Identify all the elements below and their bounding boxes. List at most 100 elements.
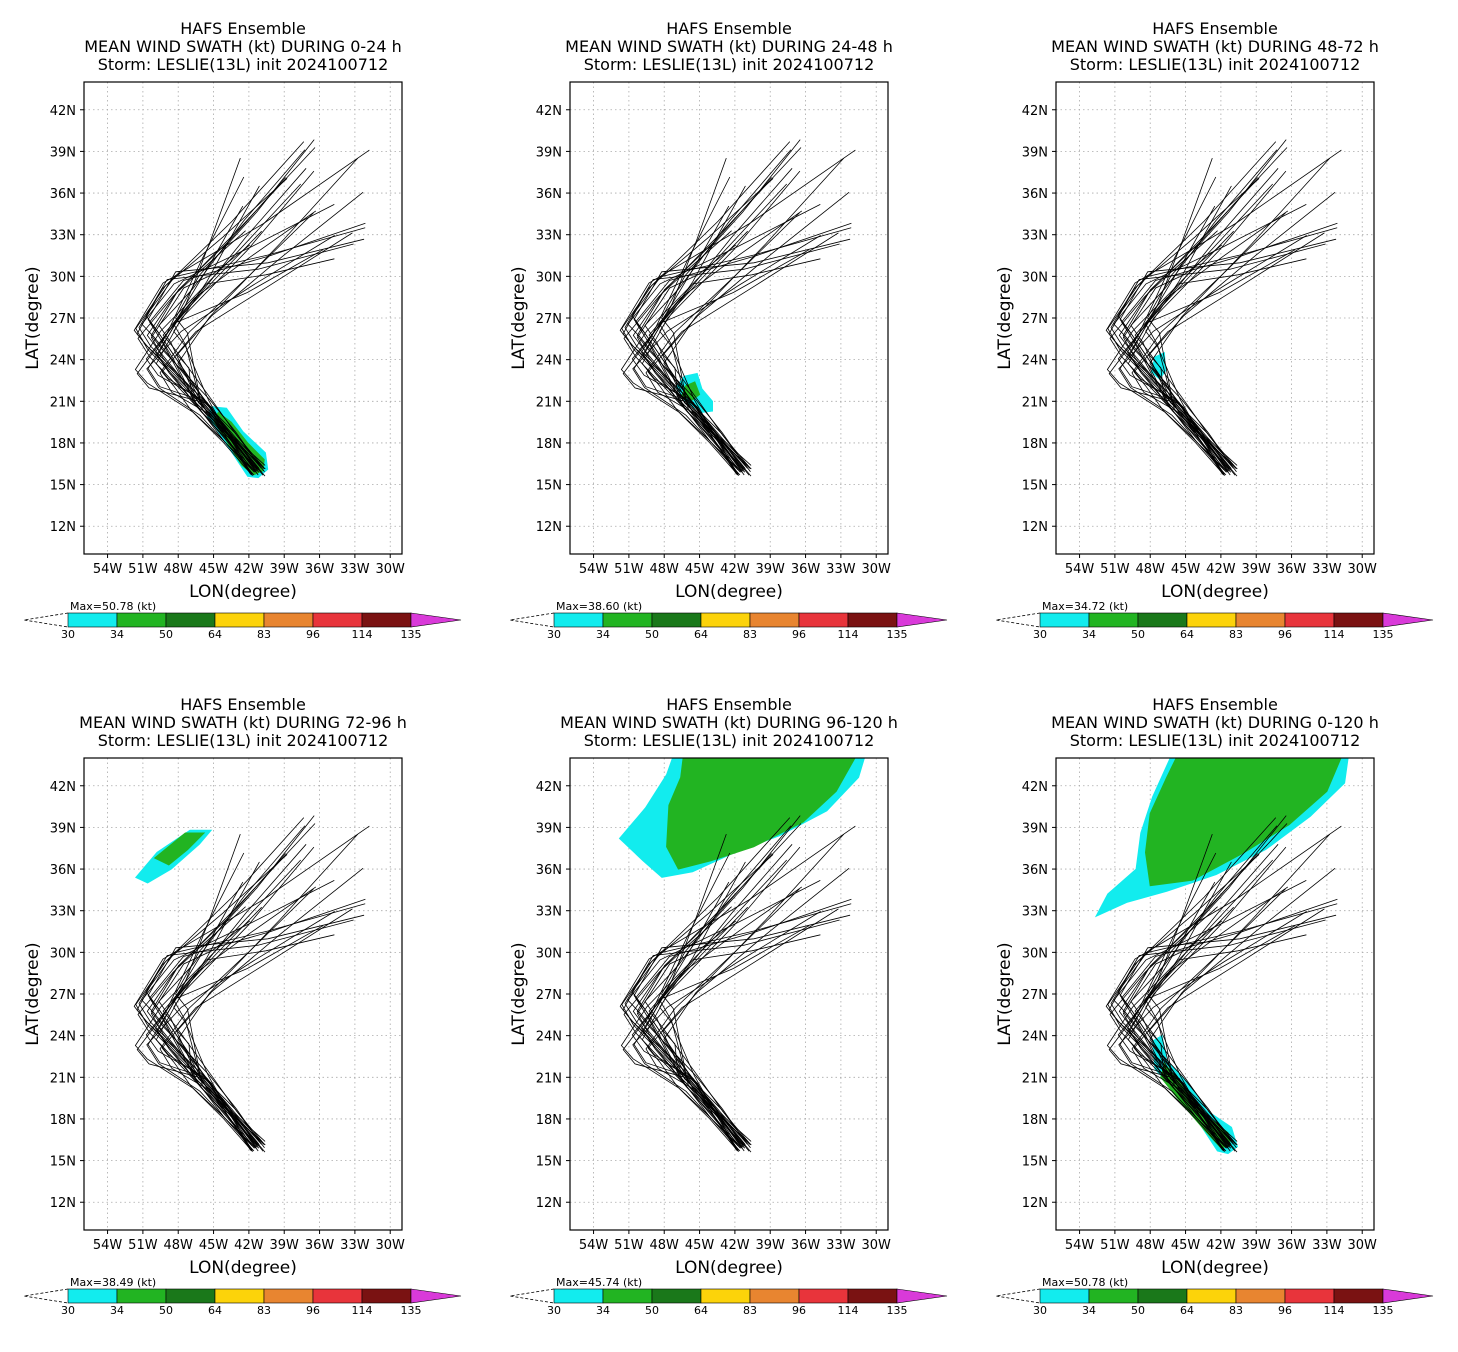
colorbar-segment [749,612,800,628]
y-tick-label: 30N [536,270,562,285]
y-tick-label: 33N [1022,905,1048,920]
colorbar-level-label: 96 [306,628,320,641]
colorbar-level-label: 114 [1324,1304,1345,1317]
plot-area [1056,758,1374,1230]
panel-title: HAFS Ensemble [1152,695,1278,714]
x-tick-label: 36W [1277,1238,1307,1253]
panel-storm-label: Storm: LESLIE(13L) init 2024100712 [1070,731,1361,750]
colorbar-level-label: 114 [1324,628,1345,641]
colorbar-segment [312,612,363,628]
ensemble-track [620,859,787,1152]
ensemble-track [161,232,353,473]
ensemble-track [661,139,801,466]
ensemble-track [149,898,366,1152]
x-tick-label: 48W [1136,1238,1166,1253]
ensemble-track [136,176,251,475]
ensemble-track [1105,149,1342,475]
y-tick-label: 42N [536,780,562,795]
ensemble-track [619,825,856,1151]
ensemble-track [641,170,801,469]
y-tick-label: 33N [50,905,76,920]
y-tick-label: 30N [1022,946,1048,961]
ensemble-track [1134,210,1289,469]
y-tick-label: 39N [50,821,76,836]
y-tick-label: 27N [1022,312,1048,327]
colorbar-level-label: 83 [1229,628,1243,641]
ensemble-track [647,232,839,473]
x-tick-label: 30W [376,1238,406,1253]
y-tick-label: 15N [536,479,562,494]
ensemble-track [136,852,251,1151]
panel-subtitle: MEAN WIND SWATH (kt) DURING 48-72 h [1051,37,1379,56]
panel-subtitle: MEAN WIND SWATH (kt) DURING 0-24 h [84,37,402,56]
x-tick-label: 33W [1312,562,1342,577]
colorbar-level-label: 34 [1082,628,1096,641]
colorbar-segment [1039,612,1090,628]
swath-34kt [666,758,856,870]
colorbar-level-label: 64 [1180,1304,1194,1317]
colorbar-level-label: 135 [1373,628,1394,641]
colorbar-level-label: 135 [401,628,422,641]
colorbar-segment [1088,1288,1139,1304]
swath-34kt [1144,758,1342,887]
ensemble-track [162,886,317,1145]
x-tick-label: 45W [1171,562,1201,577]
panel-subtitle: MEAN WIND SWATH (kt) DURING 96-120 h [560,713,898,732]
colorbar-level-label: 96 [792,1304,806,1317]
y-tick-label: 27N [50,988,76,1003]
y-tick-label: 12N [1022,1196,1048,1211]
x-tick-label: 36W [1277,562,1307,577]
x-tick-label: 33W [826,1238,856,1253]
y-tick-label: 33N [536,229,562,244]
colorbar-level-label: 34 [596,1304,610,1317]
ensemble-track [1145,934,1307,1151]
plot-area [1056,82,1374,554]
colorbar-under-arrow [23,1288,69,1304]
colorbar-level-label: 83 [743,1304,757,1317]
colorbar-level-label: 135 [1373,1304,1394,1317]
y-axis-label: LAT(degree) [509,942,529,1045]
ensemble-track [1147,139,1287,466]
ensemble-track [1109,906,1230,1146]
y-tick-label: 24N [50,1030,76,1045]
x-tick-label: 33W [340,1238,370,1253]
ensemble-track [631,230,751,473]
colorbar-level-label: 50 [159,1304,173,1317]
panel-subtitle: MEAN WIND SWATH (kt) DURING 72-96 h [79,713,407,732]
plot-area [84,82,402,554]
colorbar-segment [1235,1288,1286,1304]
y-tick-label: 21N [1022,1071,1048,1086]
ensemble-track [647,844,793,1148]
x-tick-label: 48W [1136,562,1166,577]
x-tick-label: 39W [756,1238,786,1253]
colorbar-under-arrow [509,612,555,628]
ensemble-track [622,176,737,475]
y-tick-label: 30N [536,946,562,961]
y-tick-label: 15N [1022,479,1048,494]
x-tick-label: 30W [1348,562,1378,577]
y-tick-label: 39N [536,145,562,160]
max-wind-label: Max=34.72 (kt) [1042,600,1128,613]
colorbar-segment [1137,1288,1188,1304]
colorbar-segment [1137,612,1188,628]
x-tick-label: 45W [199,1238,229,1253]
y-tick-label: 24N [1022,354,1048,369]
ensemble-track [623,230,744,470]
colorbar-segment [263,1288,314,1304]
y-tick-label: 42N [50,104,76,119]
y-tick-label: 18N [50,437,76,452]
colorbar-over-arrow [410,1288,462,1304]
colorbar-segment [847,1288,898,1304]
colorbar-under-arrow [995,1288,1041,1304]
y-tick-label: 36N [536,187,562,202]
y-tick-label: 30N [50,270,76,285]
ensemble-track [641,846,801,1145]
ensemble-track [1106,183,1273,476]
ensemble-track [1117,230,1237,473]
colorbar-level-label: 30 [1033,628,1047,641]
colorbar-level-label: 135 [887,628,908,641]
colorbar-over-arrow [1382,1288,1434,1304]
plot-area [84,758,402,1230]
